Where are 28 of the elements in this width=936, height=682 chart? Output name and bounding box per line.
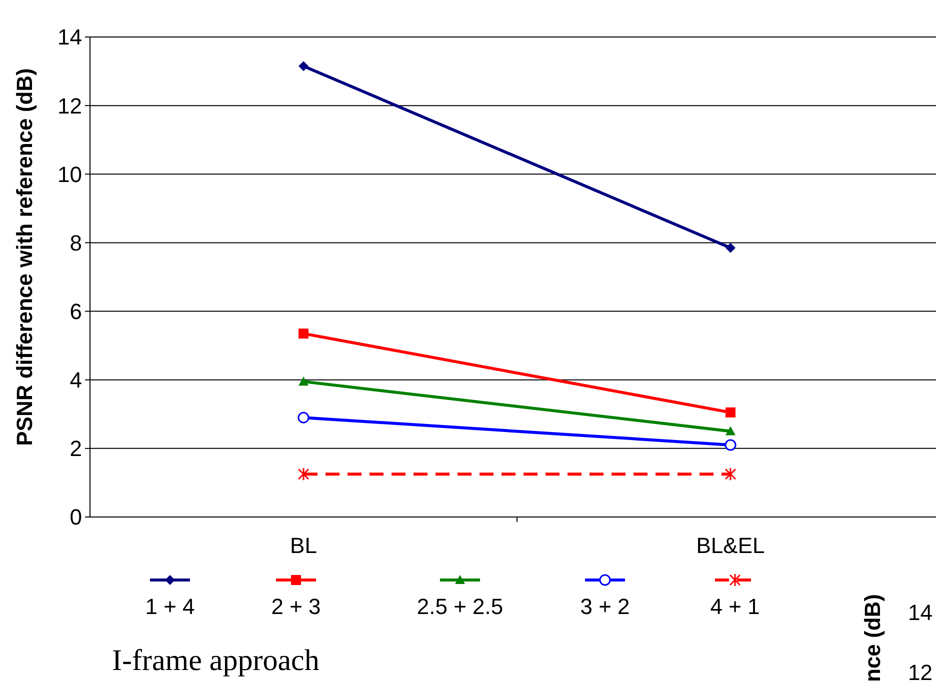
point [298,328,308,339]
text: I-frame approach [112,644,320,677]
point [298,467,310,481]
legend-label: 4 + 1 [710,594,760,619]
point [724,467,736,481]
y-tick-label: 4 [70,368,82,393]
y-tick-label: 0 [70,504,82,530]
y-tick-label: 2 [70,436,82,462]
point [726,407,736,418]
point [298,412,310,424]
legend-label: 3 + 2 [580,594,630,619]
point [726,242,736,253]
y-tick-label: 14 [58,24,82,50]
y-tick-label: 10 [58,162,82,187]
text: 14 [908,600,932,625]
text: nce (dB) [860,594,885,682]
point [724,439,736,451]
y-tick-label: 12 [58,93,82,118]
point [298,61,308,72]
y-axis-title: PSNR difference with reference (dB) [12,68,37,446]
text: 12 [908,660,932,682]
legend-label: 2 + 3 [271,594,321,619]
x-tick-label: BL [290,533,317,558]
legend-label: 1 + 4 [145,594,195,619]
y-tick-label: 6 [70,298,82,324]
x-tick-label: BL&EL [696,533,765,558]
y-tick-label: 8 [70,230,82,256]
legend-label: 2.5 + 2.5 [416,594,504,619]
